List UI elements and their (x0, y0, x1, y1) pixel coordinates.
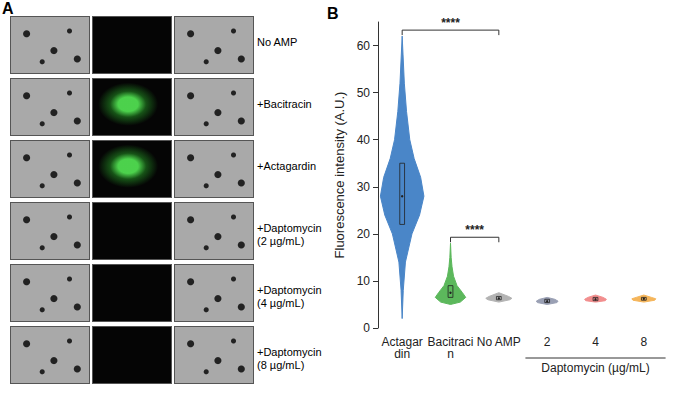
svg-text:20: 20 (357, 227, 371, 241)
svg-text:****: **** (465, 223, 484, 237)
svg-text:10: 10 (357, 274, 371, 288)
html-text:+Daptomycin (4 µg/mL): +Daptomycin (4 µg/mL) (257, 284, 322, 309)
html-text:+Daptomycin (8 µg/mL): +Daptomycin (8 µg/mL) (257, 346, 322, 371)
svg-text:Daptomycin (µg/mL): Daptomycin (µg/mL) (541, 361, 649, 375)
html-text:A: A (2, 0, 14, 17)
svg-text:30: 30 (357, 180, 371, 194)
svg-text:50: 50 (357, 86, 371, 100)
svg-text:No AMP: No AMP (477, 335, 521, 349)
svg-text:Bacitraci: Bacitraci (427, 335, 474, 349)
html-text:+Daptomycin (2 µg/mL): +Daptomycin (2 µg/mL) (257, 222, 322, 247)
svg-text:Fluorescence intensity (A.U.): Fluorescence intensity (A.U.) (332, 92, 347, 259)
svg-text:din: din (394, 347, 410, 361)
svg-text:0: 0 (363, 321, 370, 335)
svg-text:****: **** (441, 16, 460, 30)
svg-text:40: 40 (357, 133, 371, 147)
svg-text:n: n (447, 347, 454, 361)
svg-text:8: 8 (640, 335, 647, 349)
svg-text:4: 4 (592, 335, 599, 349)
html-text:+Actagardin: +Actagardin (257, 160, 316, 172)
svg-text:2: 2 (544, 335, 551, 349)
svg-text:60: 60 (357, 39, 371, 53)
html-text:No AMP: No AMP (257, 36, 298, 48)
svg-text:B: B (327, 5, 339, 22)
html-text:+Bacitracin: +Bacitracin (257, 98, 312, 110)
svg-text:Actagar: Actagar (381, 335, 423, 349)
